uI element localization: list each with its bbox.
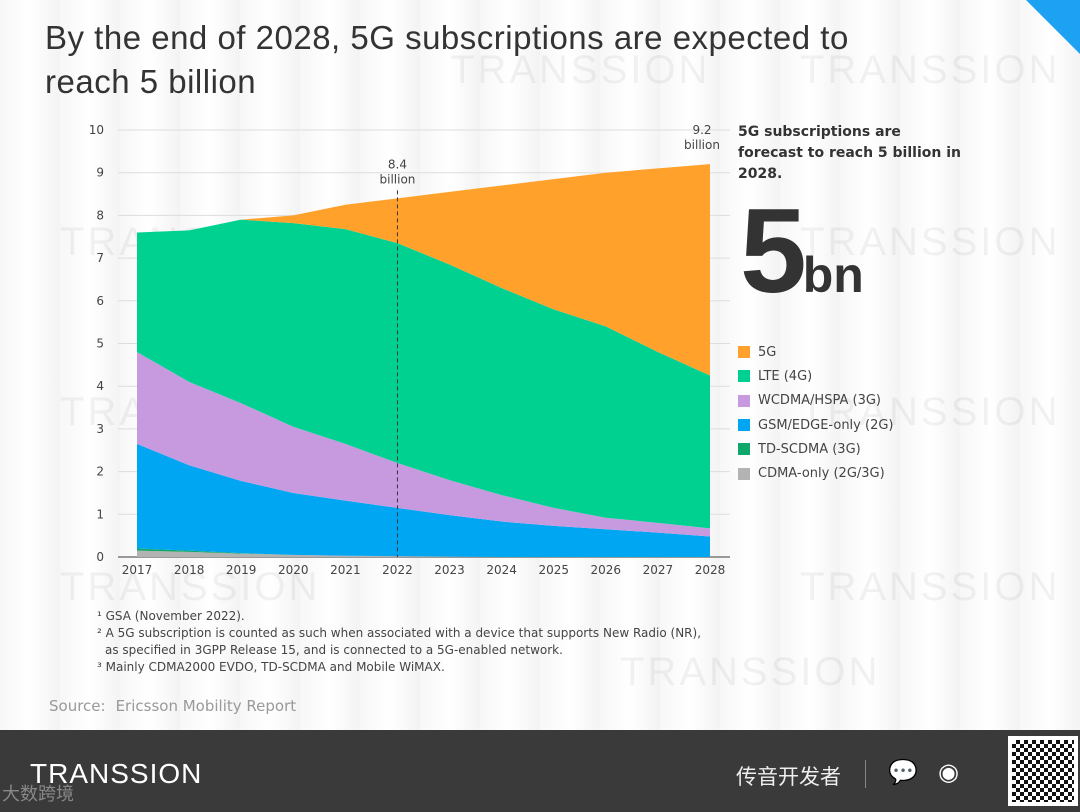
annotation-value: 8.4 xyxy=(388,157,407,171)
footer-bar: TRANSSION 大数跨境 传音开发者 💬 ◉ xyxy=(0,730,1080,812)
stacked-area-chart: 0 1 2 3 4 5 6 7 8 9 10 2017 2018 2019 2020 2021 2022 2023… xyxy=(89,123,730,577)
legend-item: 5G xyxy=(738,340,893,364)
footnote: ¹ GSA (November 2022). xyxy=(97,609,245,623)
footnote: ² A 5G subscription is counted as such w… xyxy=(97,626,702,640)
legend-label: TD-SCDMA (3G) xyxy=(758,441,861,457)
legend-swatch xyxy=(738,346,750,359)
corner-accent xyxy=(1026,0,1080,54)
legend-swatch xyxy=(738,419,750,432)
footnote: ³ Mainly CDMA2000 EVDO, TD-SCDMA and Mob… xyxy=(97,660,445,674)
side-note: 5G subscriptions are forecast to reach 5… xyxy=(738,124,961,182)
y-tick-label: 4 xyxy=(96,379,104,393)
big-number-value: 5 xyxy=(740,184,807,318)
x-tick-label: 2028 xyxy=(695,563,726,577)
legend-label: GSM/EDGE-only (2G) xyxy=(758,417,894,433)
legend-swatch xyxy=(738,467,750,480)
y-tick-label: 3 xyxy=(96,422,104,436)
legend-item: WCDMA/HSPA (3G) xyxy=(738,389,893,413)
legend-label: CDMA-only (2G/3G) xyxy=(758,466,885,482)
legend-item: GSM/EDGE-only (2G) xyxy=(738,413,893,437)
page-title: By the end of 2028, 5G subscriptions are… xyxy=(45,19,849,100)
annotation-unit: billion xyxy=(380,172,416,186)
y-tick-label: 0 xyxy=(96,550,104,564)
annotation-unit: billion xyxy=(684,138,720,152)
x-tick-label: 2024 xyxy=(486,563,517,577)
watermark: TRANSSION xyxy=(800,390,1061,434)
source: Source: Ericsson Mobility Report xyxy=(49,697,296,715)
watermark: TRANSSION xyxy=(800,565,1061,609)
legend-item: LTE (4G) xyxy=(738,364,893,388)
x-tick-label: 2025 xyxy=(538,563,569,577)
legend: 5G LTE (4G) WCDMA/HSPA (3G) GSM/EDGE-only (… xyxy=(738,340,893,486)
source-text: Ericsson Mobility Report xyxy=(115,697,297,715)
x-tick-label: 2017 xyxy=(122,563,153,577)
y-tick-label: 9 xyxy=(96,166,104,180)
wechat-icon[interactable]: 💬 xyxy=(888,758,918,786)
legend-item: TD-SCDMA (3G) xyxy=(738,437,893,461)
annotation-value: 9.2 xyxy=(692,123,711,137)
x-tick-label: 2018 xyxy=(174,563,205,577)
overlay-logo: 大数跨境 xyxy=(2,784,74,805)
big-number: 5bn xyxy=(740,182,864,320)
transsion-logo: TRANSSION xyxy=(30,758,203,789)
area-cdma-only-2g-3g- xyxy=(137,550,710,557)
legend-label: 5G xyxy=(758,344,777,360)
x-tick-label: 2027 xyxy=(643,563,674,577)
y-tick-label: 10 xyxy=(89,123,104,137)
watermark: TRANSSION xyxy=(450,48,711,92)
y-tick-label: 8 xyxy=(96,208,104,222)
y-tick-label: 1 xyxy=(96,507,104,521)
big-number-unit: bn xyxy=(802,247,864,303)
y-tick-label: 7 xyxy=(96,251,104,265)
watermark: TRANSSION xyxy=(60,565,321,609)
y-tick-label: 5 xyxy=(96,337,104,351)
x-tick-label: 2019 xyxy=(226,563,257,577)
legend-item: CDMA-only (2G/3G) xyxy=(738,461,893,485)
x-tick-label: 2026 xyxy=(591,563,622,577)
legend-swatch xyxy=(738,443,750,456)
legend-swatch xyxy=(738,394,750,407)
watermark: TRANSSION xyxy=(800,48,1061,92)
qr-code xyxy=(1008,736,1078,806)
source-label: Source: xyxy=(49,697,106,715)
area-wcdma-hspa-3g- xyxy=(137,352,710,537)
divider xyxy=(865,760,866,788)
x-tick-label: 2022 xyxy=(382,563,413,577)
x-tick-label: 2021 xyxy=(330,563,361,577)
x-tick-label: 2023 xyxy=(434,563,465,577)
watermark: TRANSSION xyxy=(800,220,1061,264)
area-lte-4g- xyxy=(137,219,710,529)
area-5g xyxy=(137,164,710,376)
legend-label: LTE (4G) xyxy=(758,368,813,384)
watermark: TRANSSION xyxy=(620,650,881,694)
weibo-icon[interactable]: ◉ xyxy=(938,758,959,786)
footnotes: ¹ GSA (November 2022). ² A 5G subscripti… xyxy=(97,608,701,676)
area-gsm-edge-only-2g- xyxy=(137,443,710,557)
legend-label: WCDMA/HSPA (3G) xyxy=(758,393,881,409)
y-tick-label: 2 xyxy=(96,465,104,479)
footnote: as specified in 3GPP Release 15, and is … xyxy=(105,643,563,657)
legend-swatch xyxy=(738,370,750,383)
y-tick-label: 6 xyxy=(96,294,104,308)
account-name: 传音开发者 xyxy=(736,765,841,789)
x-tick-label: 2020 xyxy=(278,563,309,577)
